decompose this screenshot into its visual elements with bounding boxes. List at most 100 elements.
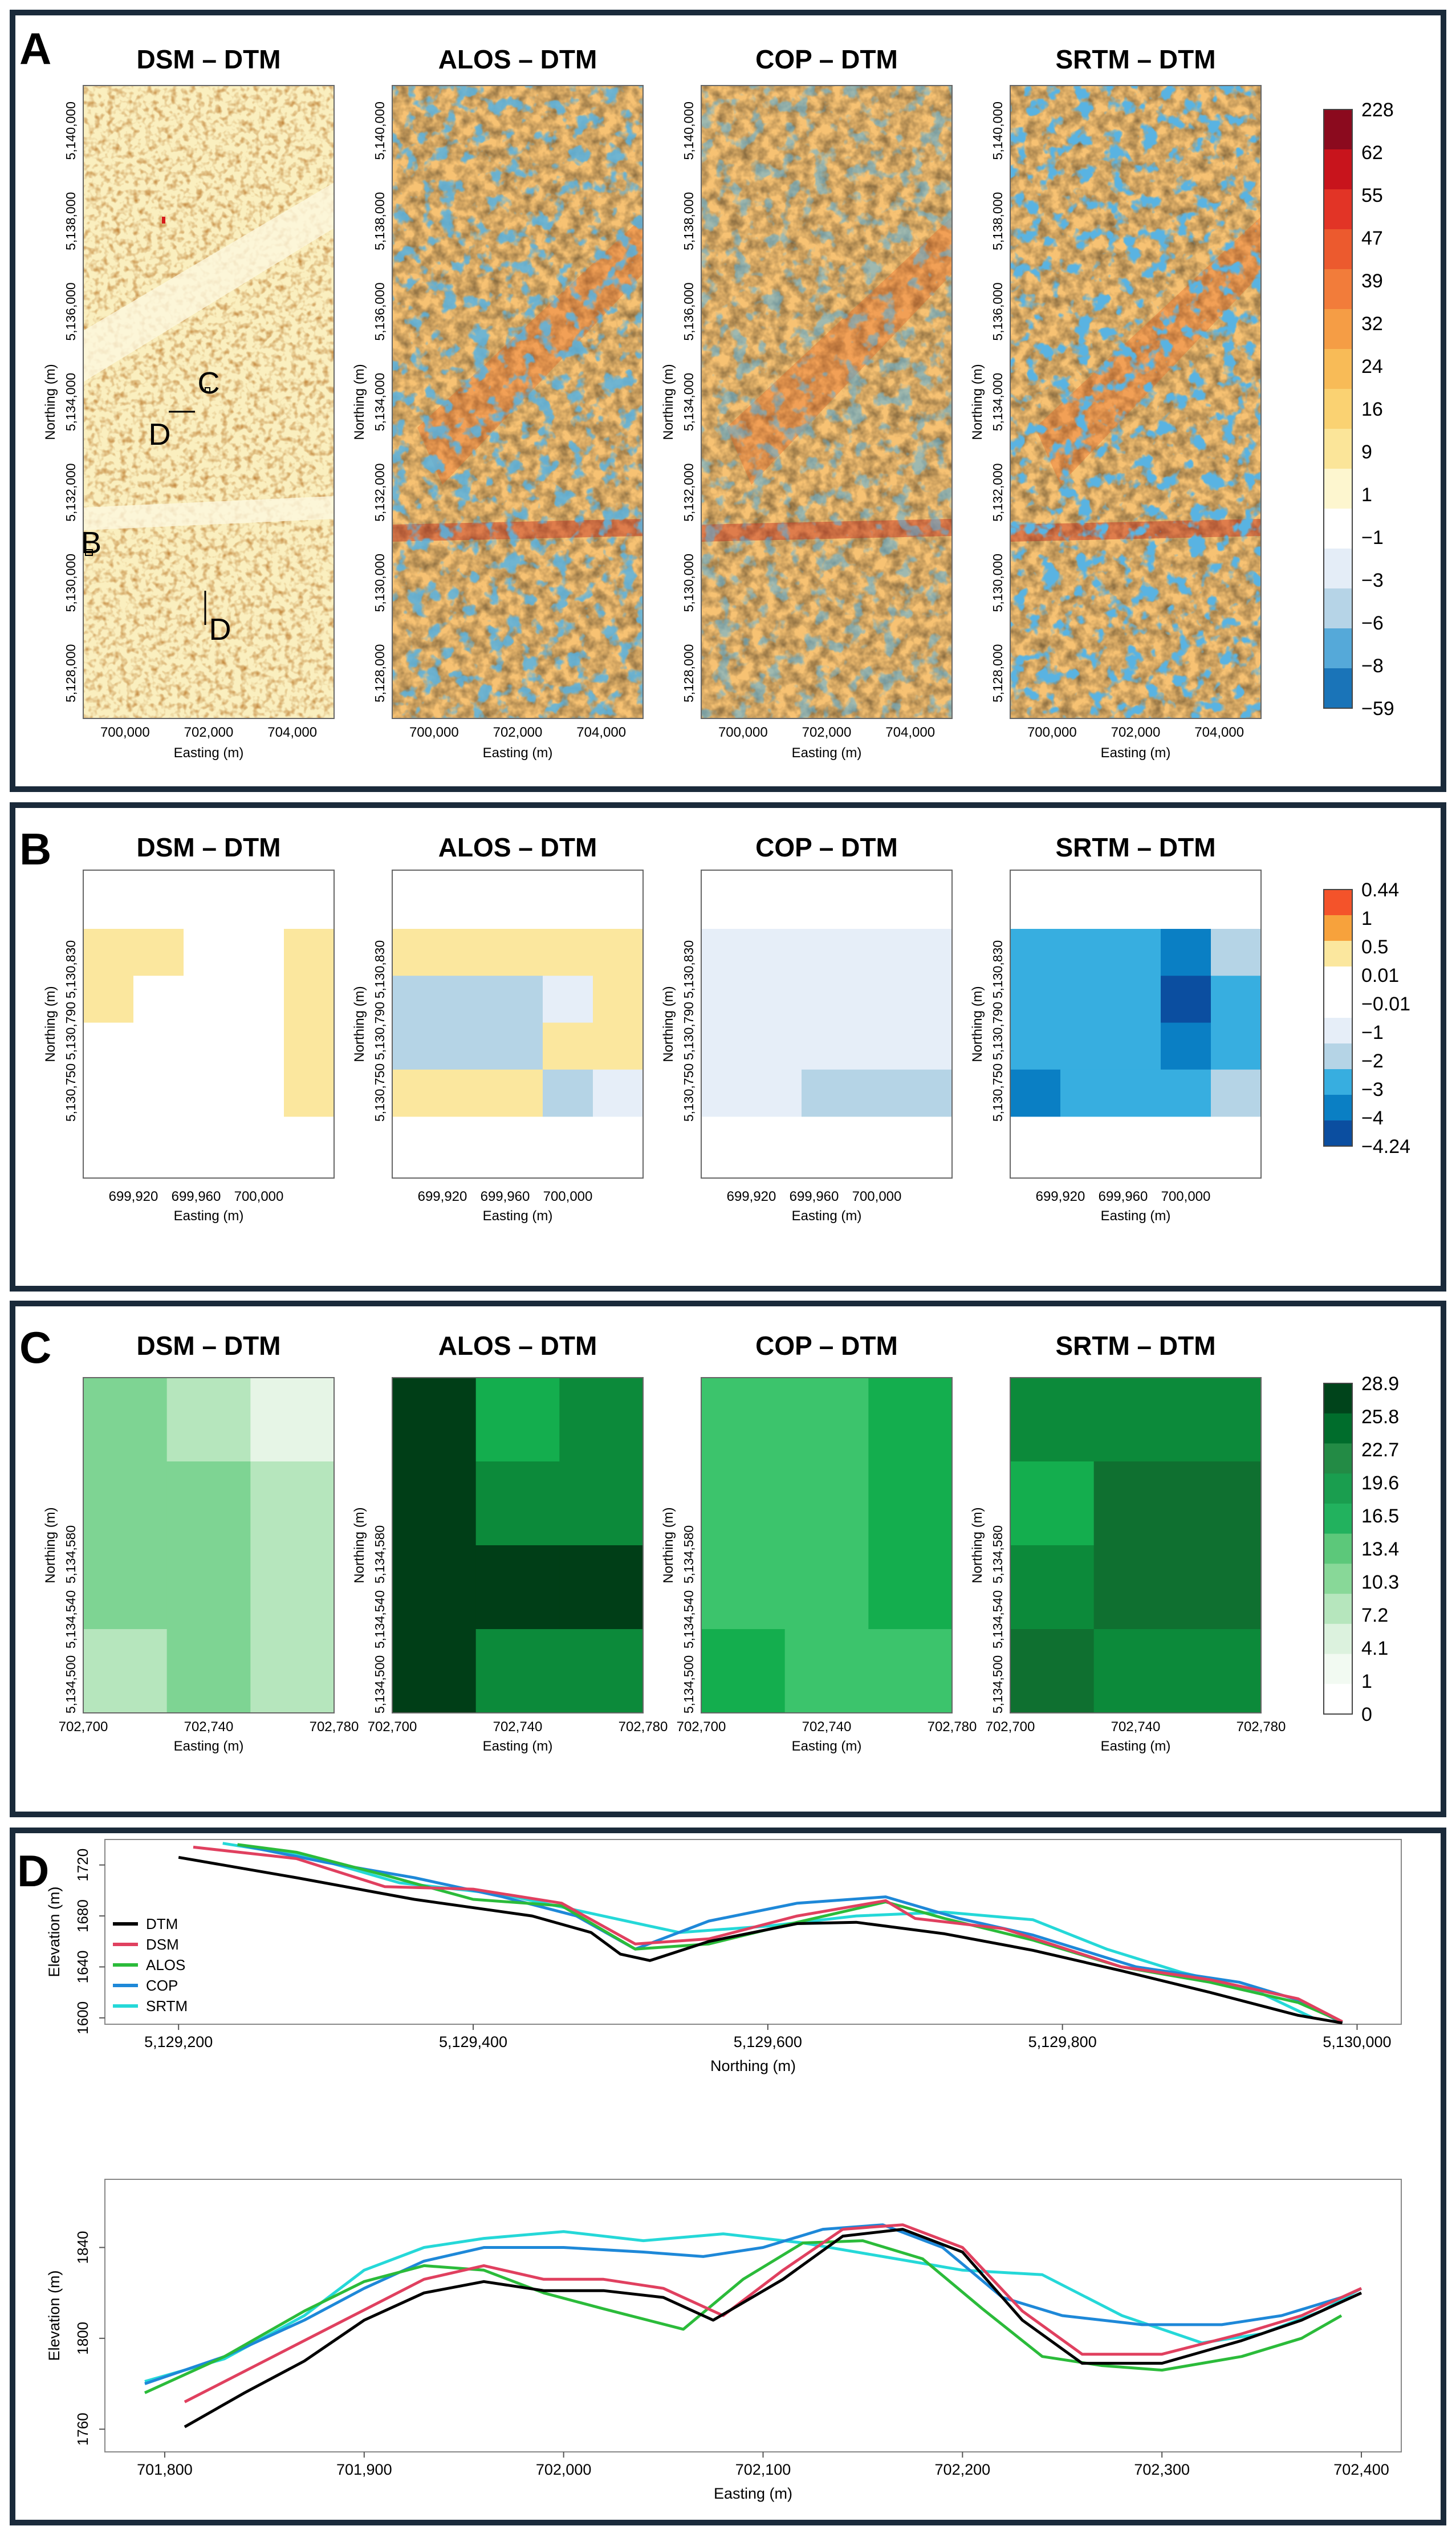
- colorbar-swatch: [1324, 109, 1352, 150]
- panel-letter: B: [19, 824, 51, 874]
- colorbar-swatch: [1324, 1654, 1352, 1684]
- colorbar-swatch: [1324, 1533, 1352, 1564]
- colorbar-swatch: [1324, 429, 1352, 469]
- x-axis-label: Easting (m): [1101, 1739, 1171, 1754]
- colorbar-label: 32: [1361, 313, 1383, 335]
- colorbar-label: 13.4: [1361, 1538, 1399, 1560]
- grid-cell: [392, 1629, 477, 1713]
- difference-map: [392, 85, 644, 719]
- panel-frame: [10, 1301, 1446, 1817]
- colorbar-label: 1: [1361, 484, 1372, 506]
- colorbar-label: 1: [1361, 1671, 1372, 1692]
- y-tick-label: 5,132,000: [681, 463, 696, 521]
- y-axis-label: Northing (m): [970, 1507, 985, 1583]
- grid-cell: [493, 1022, 543, 1070]
- grid-cell: [392, 1378, 477, 1462]
- legend-label: ALOS: [146, 1956, 185, 1973]
- grid-cell: [1161, 929, 1211, 976]
- map-valley: [83, 496, 334, 530]
- line-chart: 701,800 701,900 702,000 702,100 702,200 702,3…: [46, 2179, 1402, 2502]
- x-tick-label: 700,000: [852, 1189, 902, 1204]
- grid-cell: [701, 1378, 786, 1462]
- grid-cell: [1093, 1378, 1178, 1462]
- grid-cell: [1060, 1069, 1111, 1117]
- colorbar-swatch: [1324, 915, 1352, 941]
- y-axis-label: Northing (m): [352, 986, 367, 1062]
- grid-cell: [701, 1022, 752, 1070]
- colorbar-label: −1: [1361, 1022, 1384, 1043]
- colorbar-swatch: [1324, 229, 1352, 270]
- x-tick-label: 704,000: [885, 725, 935, 740]
- grid-cell: [1010, 1629, 1095, 1713]
- y-axis-label: Elevation (m): [46, 1886, 63, 1977]
- x-tick-label: 699,920: [727, 1189, 776, 1204]
- grid-cell: [234, 976, 284, 1023]
- grid-cell: [1177, 1629, 1262, 1713]
- grid-cell: [442, 976, 493, 1023]
- grid-cell: [1060, 976, 1111, 1023]
- grid-frame: [392, 1377, 644, 1713]
- grid-cell: [1010, 1545, 1095, 1630]
- y-tick-label: 5,130,750: [990, 1063, 1005, 1122]
- series-line-dsm: [193, 1845, 1343, 2023]
- line-chart: 5,129,200 5,129,400 5,129,600 5,129,800 5,13…: [46, 1839, 1402, 2074]
- grid-cell: [250, 1461, 335, 1546]
- colorbar-swatch: [1324, 1623, 1352, 1655]
- grid-cell: [166, 1545, 251, 1630]
- difference-grid: [1010, 870, 1262, 1179]
- x-tick-label: 700,000: [234, 1189, 284, 1204]
- y-tick-label: 5,136,000: [372, 282, 387, 340]
- grid-cell: [1111, 929, 1161, 976]
- y-tick-label: 5,130,790: [681, 1002, 696, 1060]
- colorbar-label: 39: [1361, 270, 1383, 292]
- colorbar-swatch: [1324, 588, 1352, 629]
- grid-cell: [751, 929, 802, 976]
- x-tick-label: 5,129,200: [144, 2033, 213, 2050]
- map-title: DSM – DTM: [137, 833, 281, 862]
- grid-cell: [543, 929, 593, 976]
- x-tick-label: 699,960: [790, 1189, 839, 1204]
- y-tick-label: 5,128,000: [990, 644, 1005, 702]
- colorbar-label: −4.24: [1361, 1136, 1410, 1158]
- x-tick-label: 5,129,400: [439, 2033, 507, 2050]
- grid-cell: [83, 976, 134, 1023]
- grid-cell: [1060, 929, 1111, 976]
- grid-cell: [751, 976, 802, 1023]
- panel-letter: D: [17, 1846, 49, 1896]
- y-tick-label: 5,134,000: [63, 373, 78, 431]
- grid-frame: [701, 1377, 953, 1713]
- x-tick-label: 704,000: [1194, 725, 1244, 740]
- grid-cell: [802, 1069, 852, 1117]
- series-line-dtm: [184, 2228, 1363, 2429]
- colorbar-label: 0: [1361, 1704, 1372, 1725]
- grid-cell: [543, 1022, 593, 1070]
- colorbar-label: 47: [1361, 228, 1383, 249]
- grid-cell: [392, 1545, 477, 1630]
- x-tick-label: 702,740: [802, 1719, 852, 1735]
- colorbar-swatch: [1324, 1413, 1352, 1444]
- grid-cell: [1010, 929, 1061, 976]
- colorbar-swatch: [1324, 189, 1352, 230]
- y-tick-label: 5,134,540: [372, 1590, 387, 1648]
- panel-c: C DSM – DTM ALOS – DTM COP – DTM SRTM – DTM 5…: [19, 1322, 1399, 1754]
- grid-cell: [1060, 1022, 1111, 1070]
- x-tick-label: 702,100: [735, 2461, 791, 2478]
- grid-cell: [475, 1461, 560, 1546]
- grid-cell: [852, 929, 902, 976]
- panel-letter: C: [19, 1322, 51, 1372]
- y-tick-label: 1640: [74, 1951, 91, 1984]
- difference-grid: [83, 1377, 335, 1713]
- difference-grid: [701, 1377, 953, 1713]
- grid-cell: [751, 1022, 802, 1070]
- x-tick-label: 702,300: [1134, 2461, 1190, 2478]
- x-tick-label: 5,130,000: [1323, 2033, 1391, 2050]
- map-title: SRTM – DTM: [1055, 44, 1215, 74]
- y-axis-label: Northing (m): [970, 364, 985, 440]
- grid-cell: [1211, 929, 1262, 976]
- map-title: COP – DTM: [755, 44, 898, 74]
- y-tick-label: 5,138,000: [63, 192, 78, 250]
- grid-cell: [802, 929, 852, 976]
- colorbar-label: 10.3: [1361, 1571, 1399, 1593]
- grid-cell: [83, 1461, 168, 1546]
- difference-map: [83, 85, 335, 719]
